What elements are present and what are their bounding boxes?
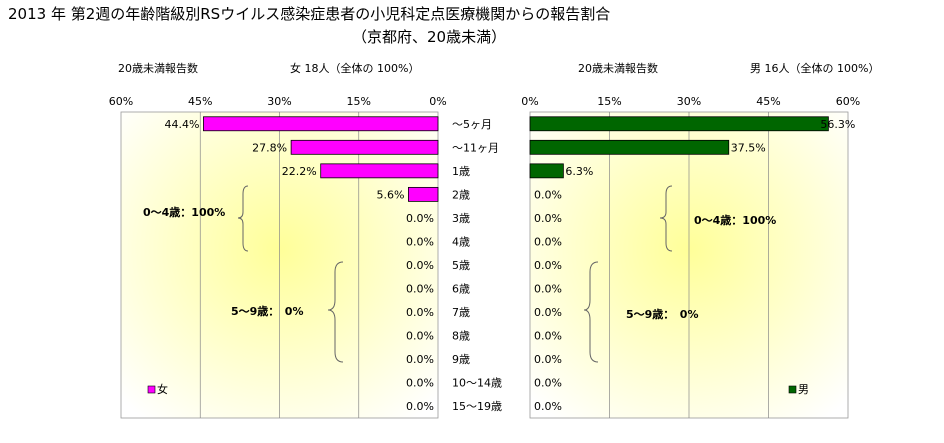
category-labels: ～5ヶ月 ～11ヶ月 1歳 2歳 3歳 4歳 5歳 6歳 7歳 8歳 9歳 10～14歳 15～19歳: [452, 118, 502, 413]
right-data-label: 0.0%: [534, 377, 562, 390]
right-data-label: 0.0%: [534, 330, 562, 343]
left-series-bars: [203, 116, 439, 202]
left-data-label: 27.8%: [252, 141, 287, 154]
right-summary: 男 16人（全体の 100%）: [750, 61, 879, 75]
left-tick-label: 15%: [347, 95, 371, 108]
left-bar: [320, 163, 439, 179]
left-bar: [290, 139, 439, 155]
left-data-label: 0.0%: [406, 283, 434, 296]
left-bracket-0-4: [237, 185, 249, 252]
left-data-label: 0.0%: [406, 330, 434, 343]
right-data-label: 0.0%: [534, 400, 562, 413]
left-tick-label: 45%: [188, 95, 212, 108]
category-label: ～11ヶ月: [452, 141, 499, 154]
left-data-label: 5.6%: [376, 188, 404, 201]
right-data-label: 0.0%: [534, 235, 562, 248]
right-data-label: 0.0%: [534, 188, 562, 201]
chart-title: 2013 年 第2週の年齢階級別RSウイルス感染症患者の小児科定点医療機関からの…: [8, 5, 610, 23]
left-data-label: 44.4%: [164, 118, 199, 131]
right-tick-label: 30%: [677, 95, 701, 108]
right-bracket-0-4: [659, 185, 673, 252]
right-bracket-label-5-9: 5～9歳： 0%: [626, 307, 698, 321]
left-data-labels: 44.4%27.8%22.2%5.6%0.0%0.0%0.0%0.0%0.0%0…: [164, 118, 434, 413]
category-label: 1歳: [452, 165, 470, 178]
right-tick-label: 0%: [521, 95, 538, 108]
right-tick-label: 60%: [836, 95, 860, 108]
left-data-label: 22.2%: [282, 165, 317, 178]
left-data-label: 0.0%: [406, 400, 434, 413]
right-data-label: 0.0%: [534, 353, 562, 366]
right-tick-label: 15%: [597, 95, 621, 108]
right-data-label: 37.5%: [731, 141, 766, 154]
category-label: 10～14歳: [452, 377, 502, 390]
right-data-label: 0.0%: [534, 283, 562, 296]
right-bracket-label-0-4: 0～4歳：100%: [694, 213, 776, 227]
right-data-labels: 56.3%37.5%6.3%0.0%0.0%0.0%0.0%0.0%0.0%0.…: [534, 118, 855, 413]
category-label: 15～19歳: [452, 400, 502, 413]
left-summary: 女 18人（全体の 100%）: [290, 61, 419, 75]
left-data-label: 0.0%: [406, 377, 434, 390]
category-label: 6歳: [452, 283, 470, 296]
category-label: 7歳: [452, 306, 470, 319]
left-tick-label: 0%: [429, 95, 446, 108]
right-data-label: 6.3%: [565, 165, 593, 178]
left-gridlines: [199, 112, 360, 418]
category-label: 8歳: [452, 330, 470, 343]
chart-subtitle: （京都府、20歳未満）: [352, 28, 506, 46]
right-bracket-5-9: [583, 261, 599, 363]
right-data-label: 0.0%: [534, 259, 562, 272]
category-label: 4歳: [452, 235, 470, 248]
left-bar: [203, 116, 439, 132]
right-bar: [529, 116, 829, 132]
left-data-label: 0.0%: [406, 306, 434, 319]
right-legend-label: 男: [798, 383, 809, 396]
left-bracket-5-9: [327, 261, 344, 363]
left-bracket-label-5-9: 5～9歳： 0%: [231, 304, 303, 318]
right-series-bars: [529, 116, 829, 179]
left-data-label: 0.0%: [406, 212, 434, 225]
right-data-label: 56.3%: [820, 118, 855, 131]
left-data-label: 0.0%: [406, 259, 434, 272]
left-data-label: 0.0%: [406, 353, 434, 366]
right-bar: [529, 139, 730, 155]
right-tick-label: 45%: [756, 95, 780, 108]
left-tick-label: 60%: [109, 95, 133, 108]
left-tick-label: 30%: [267, 95, 291, 108]
right-data-label: 0.0%: [534, 306, 562, 319]
right-axis-ticks: 0% 15% 30% 45% 60%: [521, 95, 860, 108]
right-data-label: 0.0%: [534, 212, 562, 225]
left-legend-label: 女: [157, 382, 168, 396]
right-heading: 20歳未満報告数: [578, 62, 658, 75]
right-legend-swatch: [788, 385, 797, 394]
category-label: 2歳: [452, 188, 470, 201]
category-label: 9歳: [452, 353, 470, 366]
category-label: ～5ヶ月: [452, 118, 492, 131]
right-gridlines: [609, 112, 769, 418]
left-bar: [408, 186, 439, 202]
category-label: 3歳: [452, 212, 470, 225]
left-bracket-label-0-4: 0～4歳：100%: [143, 205, 225, 219]
left-data-label: 0.0%: [406, 235, 434, 248]
left-heading: 20歳未満報告数: [118, 62, 198, 75]
left-legend-swatch: [147, 385, 156, 394]
category-label: 5歳: [452, 259, 470, 272]
left-axis-ticks: 0% 15% 30% 45% 60%: [109, 95, 447, 108]
right-bar: [529, 163, 564, 179]
